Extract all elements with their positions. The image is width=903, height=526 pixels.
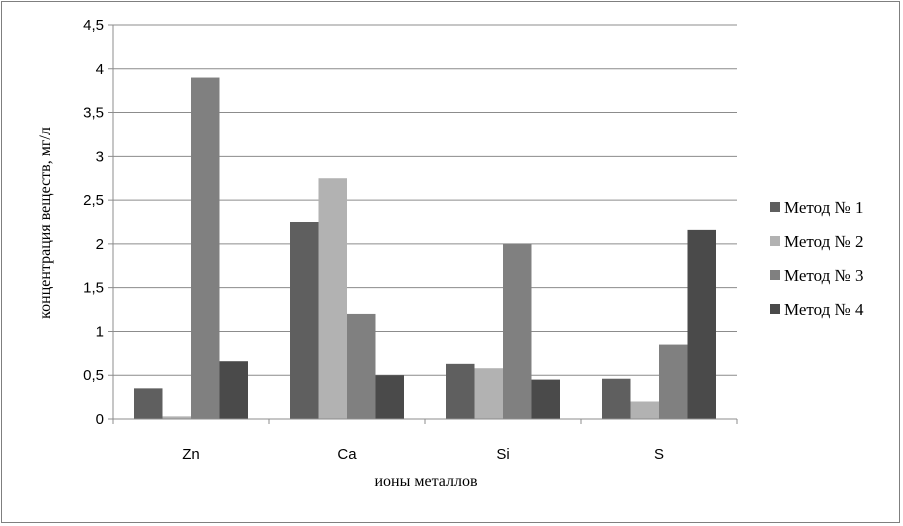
legend: Метод № 1 Метод № 2 Метод № 3 Метод № 4: [770, 198, 864, 319]
bar-2-si: [474, 368, 503, 419]
x-tick-label: S: [654, 446, 664, 463]
x-axis-title: ионы металлов: [374, 473, 478, 490]
y-tick-label: 4: [96, 61, 104, 78]
y-tick-label: 0: [96, 411, 104, 428]
bar-4-ca: [375, 375, 404, 419]
legend-swatch-2: [770, 236, 780, 246]
y-tick-label: 0,5: [83, 367, 104, 384]
bars-layer: [134, 77, 716, 420]
legend-label-3: Метод № 3: [784, 266, 864, 285]
y-tick-label: 1: [96, 323, 104, 340]
y-tick-label: 2,5: [83, 192, 104, 209]
y-tick-label: 3,5: [83, 105, 104, 122]
bar-1-zn: [134, 388, 163, 419]
y-axis-title: концентрация веществ, мг/л: [37, 127, 54, 319]
y-tick-label: 2: [96, 236, 104, 253]
y-tick-label: 4,5: [83, 17, 104, 34]
bar-3-zn: [191, 77, 220, 420]
legend-swatch-1: [770, 202, 780, 212]
legend-swatch-4: [770, 304, 780, 314]
legend-label-1: Метод № 1: [784, 198, 864, 217]
bar-2-zn: [162, 416, 191, 419]
x-tick-label: Ca: [337, 446, 357, 463]
bar-1-ca: [290, 222, 319, 419]
legend-label-2: Метод № 2: [784, 232, 864, 251]
bar-2-ca: [318, 178, 347, 419]
legend-label-4: Метод № 4: [784, 300, 864, 319]
bar-2-s: [630, 401, 659, 419]
bar-1-si: [446, 363, 475, 419]
x-tick-label: Si: [496, 446, 509, 463]
bar-3-s: [659, 344, 688, 419]
bar-4-si: [531, 379, 560, 419]
legend-swatch-3: [770, 270, 780, 280]
bar-1-s: [602, 378, 631, 419]
bar-4-s: [687, 229, 716, 419]
bar-3-si: [503, 243, 532, 419]
bar-3-ca: [347, 313, 376, 419]
axis-layer: 0 0,5 1 1,5 2 2,5 3 3,5 4 4,5 Zn Ca Si S: [83, 17, 738, 463]
x-tick-label: Zn: [182, 446, 200, 463]
y-tick-label: 3: [96, 148, 104, 165]
y-tick-label: 1,5: [83, 280, 104, 297]
bar-4-zn: [219, 361, 248, 419]
